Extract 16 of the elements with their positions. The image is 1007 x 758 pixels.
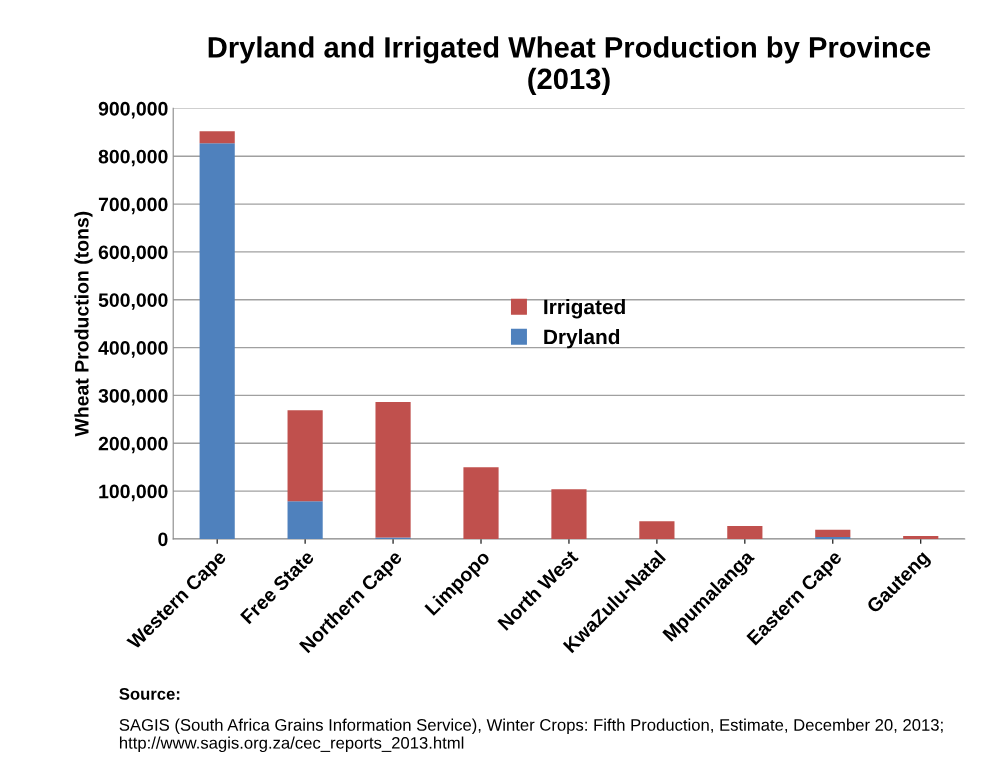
y-tick-label: 600,000: [98, 245, 168, 262]
y-tick-label: 700,000: [98, 197, 168, 215]
y-tick-label: 200,000: [98, 436, 168, 454]
y-tick-label: 0: [158, 532, 168, 547]
chart-title: Dryland and Irrigated Wheat Production by Province (2013): [208, 36, 931, 95]
y-tick-label: 400,000: [98, 341, 168, 358]
y-tick-label: 100,000: [99, 484, 168, 502]
y-tick-label: 300,000: [98, 388, 168, 406]
y-tick-label: 500,000: [98, 293, 168, 310]
y-tick-label: 800,000: [98, 149, 168, 167]
source-note: Source:: [119, 688, 180, 700]
legend-label: Irrigated: [544, 298, 625, 319]
y-tick-label: 900,000: [98, 101, 168, 119]
text: SAGIS (South Africa Grains Information Service), Winter Crops: Fifth Production, Estimate, December 20, 2013; http://www.sagis.org.za/cec_reports_2013.html: [119, 718, 943, 753]
y-axis-title: Wheat Production (tons): [74, 211, 93, 437]
legend-label: Dryland: [544, 328, 620, 349]
